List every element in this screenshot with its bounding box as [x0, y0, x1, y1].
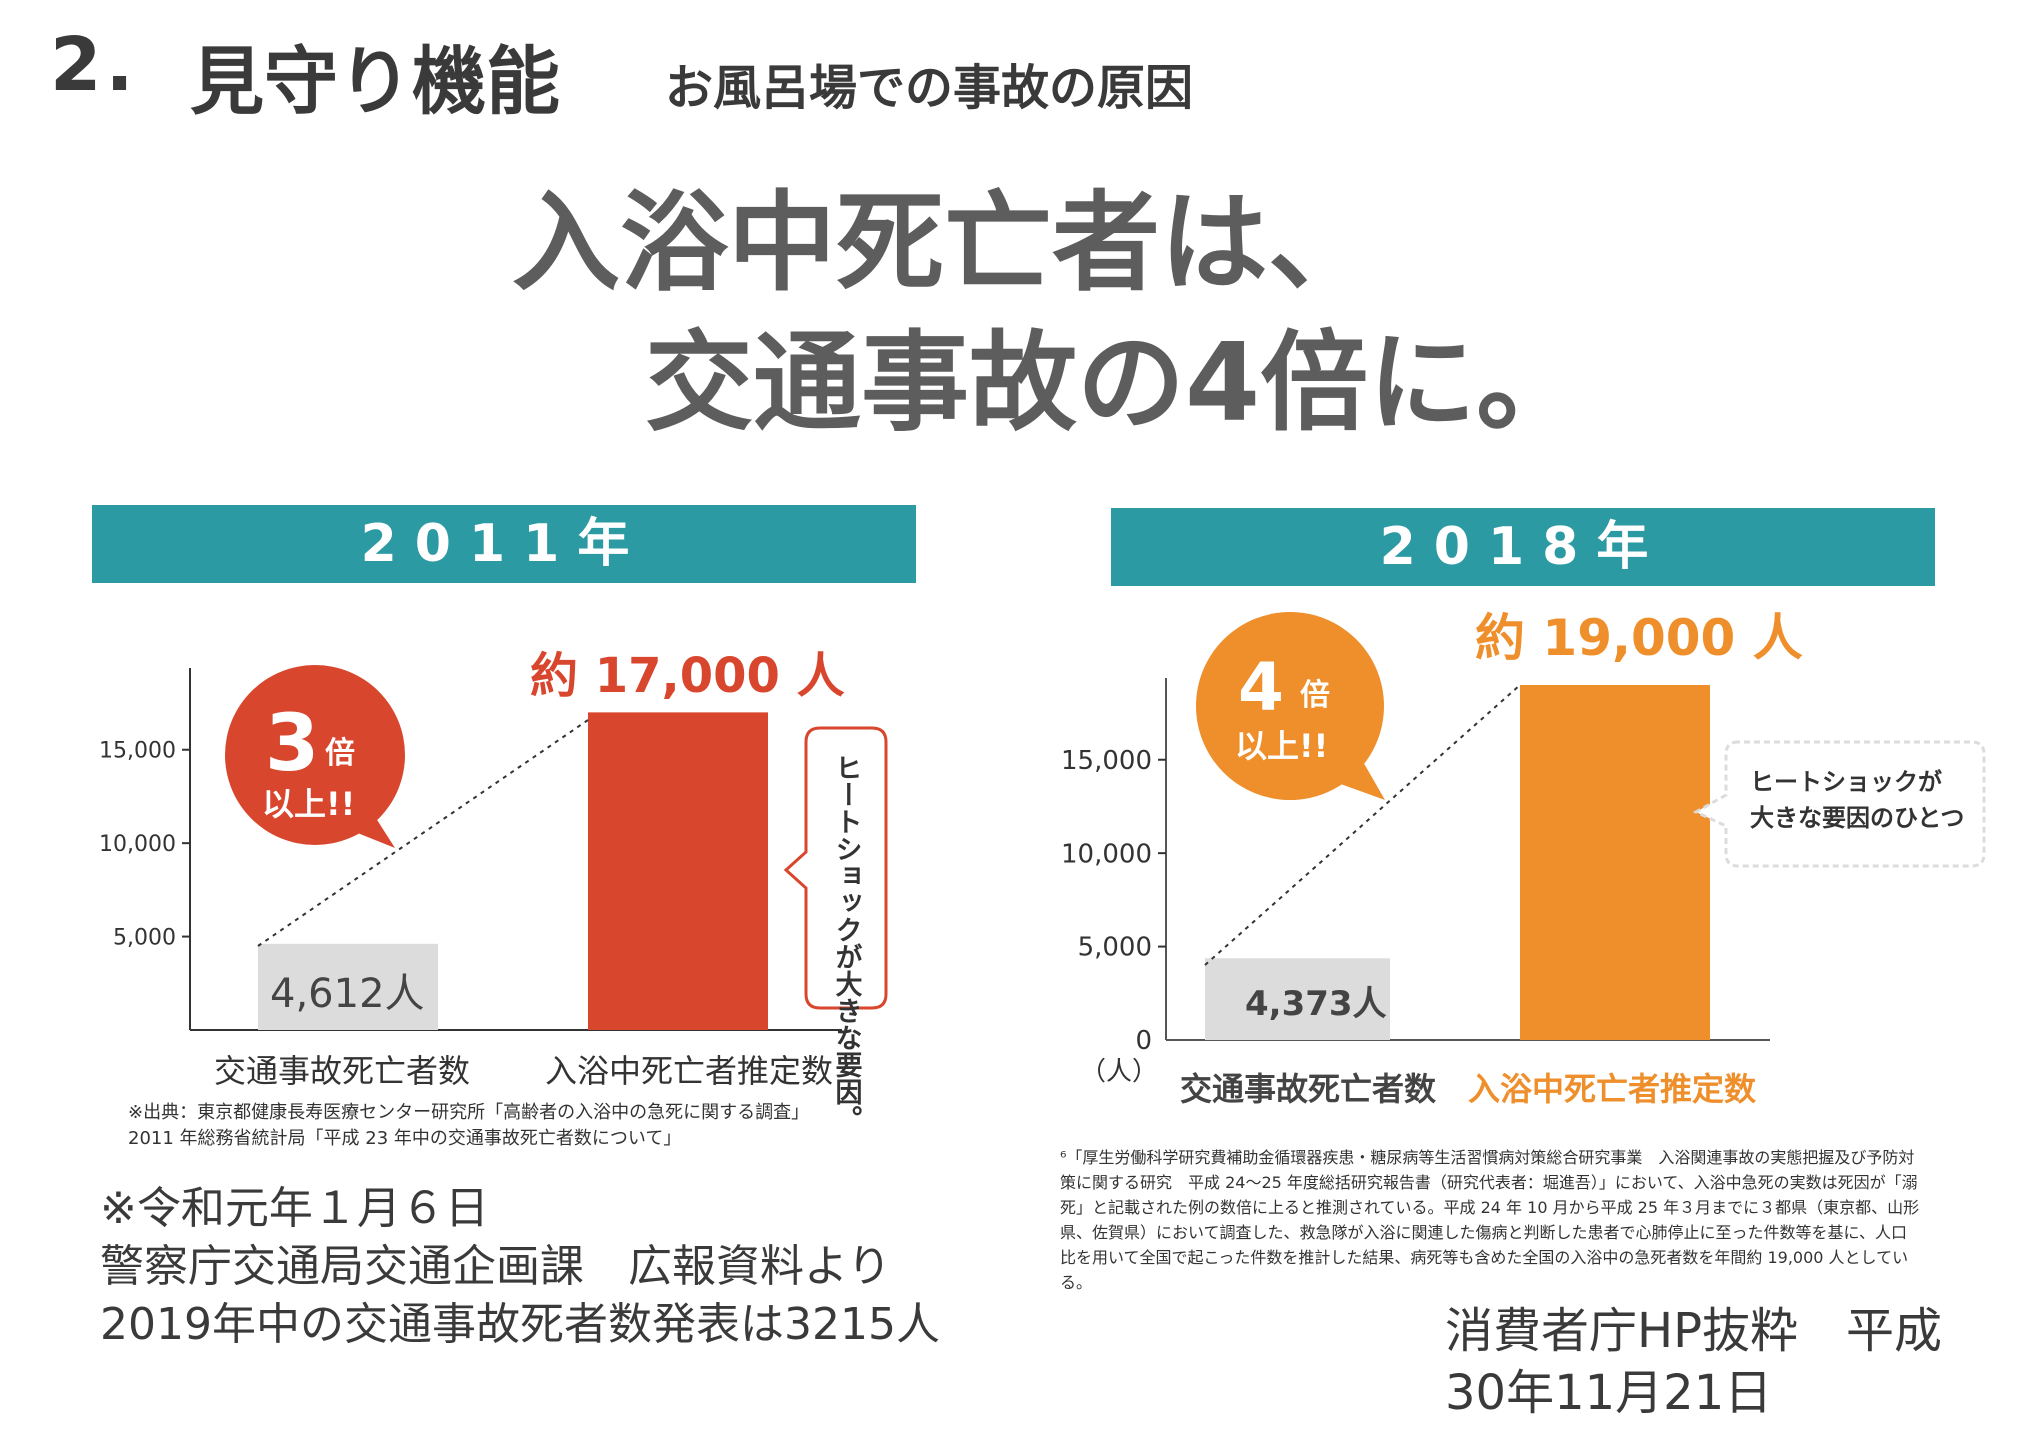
badge-2011-big: 3: [265, 699, 319, 789]
y-tick-label: 15,000: [1061, 746, 1152, 776]
bar-traffic-2018: [1205, 958, 1390, 1040]
footnote-line-3: 死」と記載された例の数倍に上ると推測されている。平成 24 年 10 月から平成…: [1060, 1198, 1920, 1217]
y-unit-2018: （人）: [1080, 1057, 1158, 1087]
badge-2018-big: 4: [1238, 649, 1284, 726]
section-title: 見守り機能: [190, 39, 560, 125]
value-label-bath-2018: 約 19,000 人: [1475, 609, 1803, 667]
section-number: 2.: [50, 22, 138, 108]
chart-2011: 5,000 10,000 15,000 4,612人 約 17,000 人 3 倍 …: [99, 648, 888, 1132]
year-banner-2018: 2018年: [1111, 508, 1935, 586]
source-line-2: 2011 年総務省統計局「平成 23 年中の交通事故死亡者数について」: [128, 1128, 682, 1149]
chart-2018: 0 5,000 10,000 15,000 4,373人 約 19,000 人 4 倍…: [1061, 609, 1986, 1108]
badge-2011-line2: 以上!!: [262, 785, 355, 823]
headline-line-1: 入浴中死亡者は、: [512, 181, 1377, 306]
callout-2011-text: ヒートショックが大きな要因。: [831, 754, 863, 1132]
headline-line-2: 交通事故の4倍に。: [645, 321, 1585, 446]
trend-line-2018: [1204, 684, 1521, 966]
y-tick-label: 10,000: [1061, 839, 1152, 869]
badge-2018-line2: 以上!!: [1235, 727, 1328, 765]
footnote-line-1: ⁶「厚生労働科学研究費補助金循環器疾患・糖尿病等生活習慣病対策総合研究事業 入浴…: [1060, 1148, 1915, 1167]
year-banner-2011: 2011年: [92, 505, 916, 583]
y-ticks-2011: 5,000 10,000 15,000: [99, 738, 190, 950]
y-tick-label: 10,000: [99, 832, 176, 857]
note-line-1: ※令和元年１月６日: [100, 1183, 489, 1234]
badge-2011-small: 倍: [325, 736, 355, 771]
badge-2018: 4 倍 以上!!: [1196, 612, 1385, 800]
bar-bath-2018: [1520, 685, 1710, 1040]
badge-2018-small: 倍: [1300, 678, 1330, 713]
x-label-traffic-2011: 交通事故死亡者数: [214, 1052, 470, 1090]
callout-2018: ヒートショックが 大きな要因のひとつ: [1692, 740, 1986, 868]
bar-traffic-2011: [258, 943, 438, 1030]
callout-2018-line2: 大きな要因のひとつ: [1750, 804, 1964, 832]
y-tick-label: 15,000: [99, 738, 176, 763]
credit-line-2: 30年11月21日: [1445, 1365, 1773, 1421]
source-note-2011: ※出典：東京都健康長寿医療センター研究所「高齢者の入浴中の急死に関する調査」 2…: [128, 1100, 948, 1152]
source-line-1: ※出典：東京都健康長寿医療センター研究所「高齢者の入浴中の急死に関する調査」: [128, 1102, 810, 1123]
bar-bath-2011: [588, 712, 768, 1030]
police-note: ※令和元年１月６日 警察庁交通局交通企画課 広報資料より 2019年中の交通事故…: [100, 1180, 940, 1354]
footnote-line-6: る。: [1060, 1273, 1093, 1292]
footnote-line-5: 比を用いて全国で起こった件数を推計した結果、病死等も含めた全国の入浴中の急死者数…: [1060, 1248, 1909, 1267]
y-tick-label: 0: [1135, 1026, 1152, 1056]
x-label-bath-2011: 入浴中死亡者推定数: [545, 1052, 833, 1090]
x-label-traffic-2018: 交通事故死亡者数: [1180, 1070, 1437, 1108]
badge-2011: 3 倍 以上!!: [225, 665, 405, 848]
value-label-bath-2011: 約 17,000 人: [530, 648, 845, 704]
note-line-2: 警察庁交通局交通企画課 広報資料より: [100, 1241, 892, 1292]
credit-line-1: 消費者庁HP抜粋 平成: [1445, 1303, 1943, 1359]
footnote-2018: ⁶「厚生労働科学研究費補助金循環器疾患・糖尿病等生活習慣病対策総合研究事業 入浴…: [1060, 1145, 1980, 1295]
y-tick-label: 5,000: [1078, 933, 1152, 963]
footnote-line-4: 県、佐賀県）において調査した、救急隊が入浴に関連した傷病と判断した患者で心肺停止…: [1060, 1223, 1908, 1242]
callout-2018-line1: ヒートショックが: [1750, 768, 1942, 796]
section-subtitle: お風呂場での事故の原因: [665, 60, 1194, 116]
value-label-traffic-2011: 4,612人: [270, 971, 425, 1017]
callout-2011: ヒートショックが大きな要因。: [783, 726, 888, 1132]
value-label-traffic-2018: 4,373人: [1245, 984, 1387, 1024]
x-label-bath-2018: 入浴中死亡者推定数: [1468, 1070, 1757, 1108]
credit-note: 消費者庁HP抜粋 平成 30年11月21日: [1445, 1300, 1942, 1424]
note-line-3: 2019年中の交通事故死者数発表は3215人: [100, 1299, 940, 1350]
trend-line-2011: [257, 719, 589, 947]
footnote-line-2: 策に関する研究 平成 24～25 年度総括研究報告書（研究代表者：堀進吾）」にお…: [1060, 1173, 1918, 1192]
y-ticks-2018: 0 5,000 10,000 15,000: [1061, 746, 1166, 1056]
y-tick-label: 5,000: [113, 925, 176, 950]
